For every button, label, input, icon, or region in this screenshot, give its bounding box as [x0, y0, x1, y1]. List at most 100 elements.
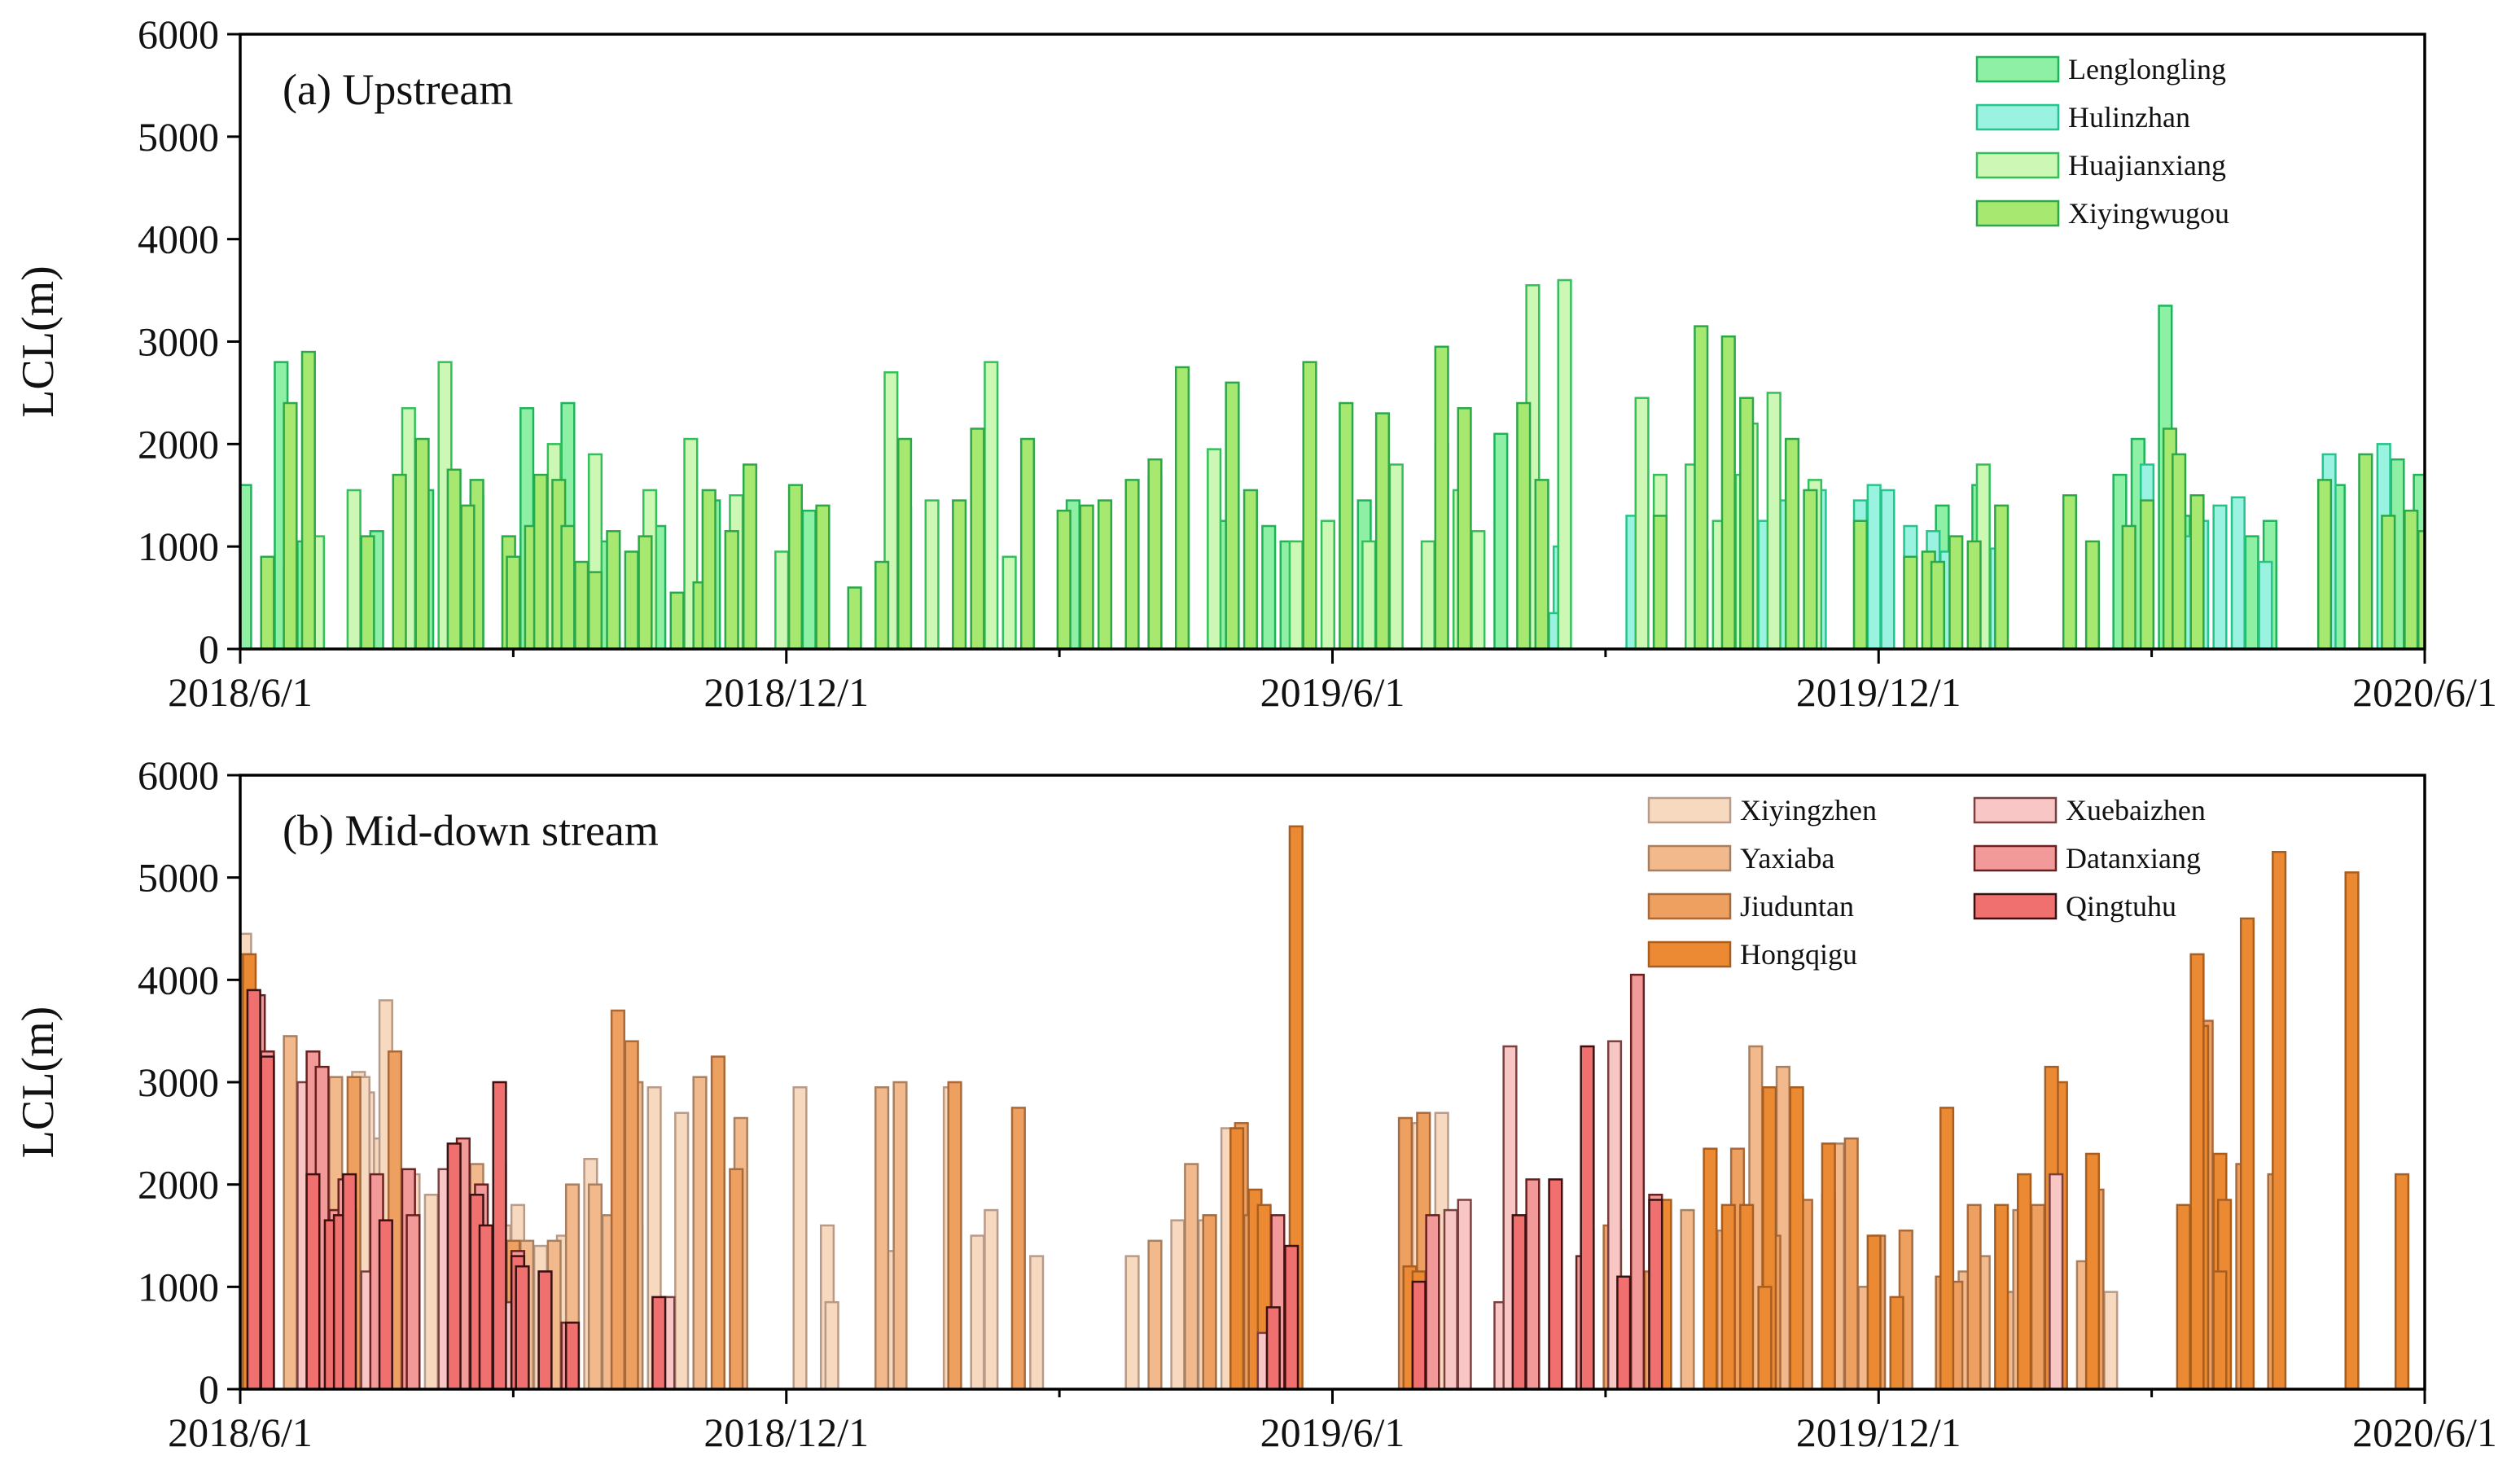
bar-huajianxiang-16 — [1288, 540, 1304, 649]
bar-lenglongling-33 — [2244, 535, 2259, 649]
bar-xiyingzhen-23 — [674, 1112, 690, 1389]
bar-huajianxiang-18 — [1361, 540, 1377, 649]
legend-label-datanxiang: Datanxiang — [2066, 842, 2201, 875]
legend-label-qingtuhu: Qingtuhu — [2066, 890, 2176, 923]
y-axis-title: LCL(m) — [13, 265, 64, 418]
bar-xiyingwugou-24 — [1019, 437, 1036, 649]
bar-xuebaizhen-12 — [1443, 1208, 1458, 1389]
bar-xiyingwugou-0 — [283, 401, 298, 649]
bar-hongqigu-17 — [1939, 1107, 1955, 1389]
bar-lenglongling-0 — [240, 484, 252, 649]
bar-hongqigu-27 — [2239, 917, 2255, 1389]
bar-lenglongling-18 — [1261, 524, 1277, 649]
bar-huajianxiang-17 — [1320, 520, 1335, 649]
bar-xiyingwugou-57 — [2404, 509, 2419, 649]
bars-group — [240, 278, 2425, 649]
bar-xiyingwugou-59 — [260, 555, 275, 649]
bar-xiyingwugou-29 — [1242, 489, 1258, 649]
bar-xiyingwugou-16 — [701, 489, 717, 649]
panel-title: (b) Mid-down stream — [283, 806, 659, 855]
legend-label-xiyingzhen: Xiyingzhen — [1740, 794, 1877, 826]
bar-xiyingwugou-60 — [460, 504, 476, 649]
legend-label-jiuduntan: Jiuduntan — [1740, 890, 1854, 923]
bar-hongqigu-1 — [1229, 1127, 1245, 1389]
bar-qingtuhu-15 — [651, 1296, 667, 1389]
bar-xiyingzhen-31 — [1029, 1255, 1045, 1389]
bar-hongqigu-16 — [1889, 1296, 1904, 1389]
bar-huajianxiang-15 — [1207, 448, 1222, 649]
legend-swatch-huajianxiang — [1975, 151, 2060, 179]
x-tick-label: 2019/6/1 — [1260, 669, 1405, 715]
bar-qingtuhu-1 — [260, 1055, 275, 1389]
bar-jiuduntan-7 — [710, 1055, 725, 1389]
bar-yaxiaba-15 — [892, 1081, 908, 1389]
bar-xiyingwugou-13 — [624, 550, 639, 649]
bar-hongqigu-14 — [1821, 1142, 1836, 1389]
bar-huajianxiang-19 — [1388, 463, 1404, 649]
x-tick-label: 2019/6/1 — [1260, 1410, 1405, 1455]
bar-xiyingzhen-24 — [792, 1086, 808, 1389]
bar-huajianxiang-11 — [924, 499, 940, 649]
bar-hongqigu-32 — [1757, 1286, 1773, 1389]
bar-xiyingwugou-67 — [1124, 479, 1140, 649]
bar-xiyingwugou-34 — [1652, 515, 1668, 649]
bar-xiyingwugou-46 — [1994, 504, 2009, 649]
bar-hulinzhan-8 — [1880, 489, 1895, 649]
bar-xiyingwugou-37 — [1739, 397, 1755, 649]
bar-yaxiaba-17 — [1184, 1163, 1199, 1389]
bar-xiyingwugou-70 — [1374, 412, 1391, 649]
legend-label-xiyingwugou: Xiyingwugou — [2068, 197, 2229, 230]
y-tick-label: 2000 — [138, 1162, 219, 1208]
y-tick-label: 3000 — [138, 1059, 219, 1105]
bar-hongqigu-10 — [1703, 1147, 1718, 1389]
bar-xiyingwugou-43 — [1930, 560, 1945, 649]
y-tick-label: 5000 — [138, 114, 219, 160]
bar-hongqigu-26 — [2189, 953, 2205, 1389]
bar-xuebaizhen-13 — [1457, 1199, 1472, 1389]
bar-hongqigu-30 — [2394, 1173, 2410, 1389]
y-tick-label: 0 — [199, 626, 219, 672]
bar-qingtuhu-7 — [446, 1142, 462, 1389]
bar-datanxiang-16 — [1425, 1214, 1440, 1389]
bar-xiyingwugou-17 — [724, 530, 739, 649]
legend-label-yaxiaba: Yaxiaba — [1740, 842, 1834, 875]
x-tick-label: 2020/6/1 — [2352, 669, 2497, 715]
bar-xiyingwugou-28 — [1147, 458, 1163, 649]
bar-huajianxiang-20 — [1420, 540, 1435, 649]
legend-swatch-qingtuhu — [1973, 892, 2058, 920]
bar-qingtuhu-20 — [1548, 1178, 1563, 1389]
legend-label-lenglongling: Lenglongling — [2068, 53, 2226, 86]
bar-xiyingwugou-48 — [2084, 540, 2101, 649]
bar-xiyingwugou-49 — [2121, 524, 2137, 649]
x-tick-label: 2018/6/1 — [168, 1410, 313, 1455]
x-tick-label: 2019/12/1 — [1796, 669, 1961, 715]
bar-xiyingzhen-36 — [1170, 1219, 1185, 1389]
bar-xiyingwugou-20 — [874, 560, 890, 649]
bar-jiuduntan-22 — [1843, 1137, 1859, 1389]
bar-jiuduntan-9 — [947, 1081, 962, 1389]
bar-xiyingwugou-44 — [1948, 535, 1964, 649]
bar-xiyingwugou-12 — [606, 530, 621, 649]
bar-qingtuhu-6 — [378, 1219, 393, 1389]
bar-hongqigu-20 — [2084, 1152, 2101, 1389]
bar-xiyingwugou-35 — [1694, 325, 1709, 649]
bar-yaxiaba-16 — [1147, 1239, 1163, 1389]
bar-huajianxiang-31 — [1766, 392, 1782, 649]
bar-xiyingwugou-21 — [897, 437, 913, 649]
bar-lenglongling-22 — [1493, 432, 1509, 649]
bar-datanxiang-17 — [1525, 1178, 1540, 1389]
y-axis-title: LCL(m) — [13, 1006, 64, 1159]
bar-hulinzhan-18 — [2258, 560, 2273, 649]
bar-hulinzhan-16 — [2212, 504, 2228, 649]
bar-qingtuhu-12 — [515, 1265, 530, 1389]
bar-jiuduntan-5 — [610, 1009, 626, 1389]
legend-label-hulinzhan: Hulinzhan — [2068, 101, 2190, 134]
y-tick-label: 1000 — [138, 1264, 219, 1309]
legend-label-xuebaizhen: Xuebaizhen — [2066, 794, 2206, 826]
bar-xiyingzhen-11 — [423, 1193, 439, 1389]
y-tick-label: 5000 — [138, 855, 219, 901]
bar-huajianxiang-9 — [774, 550, 790, 649]
bar-xiyingwugou-2 — [360, 535, 375, 649]
bar-xiyingwugou-45 — [1966, 540, 1982, 649]
bar-lenglongling-14 — [801, 509, 817, 649]
